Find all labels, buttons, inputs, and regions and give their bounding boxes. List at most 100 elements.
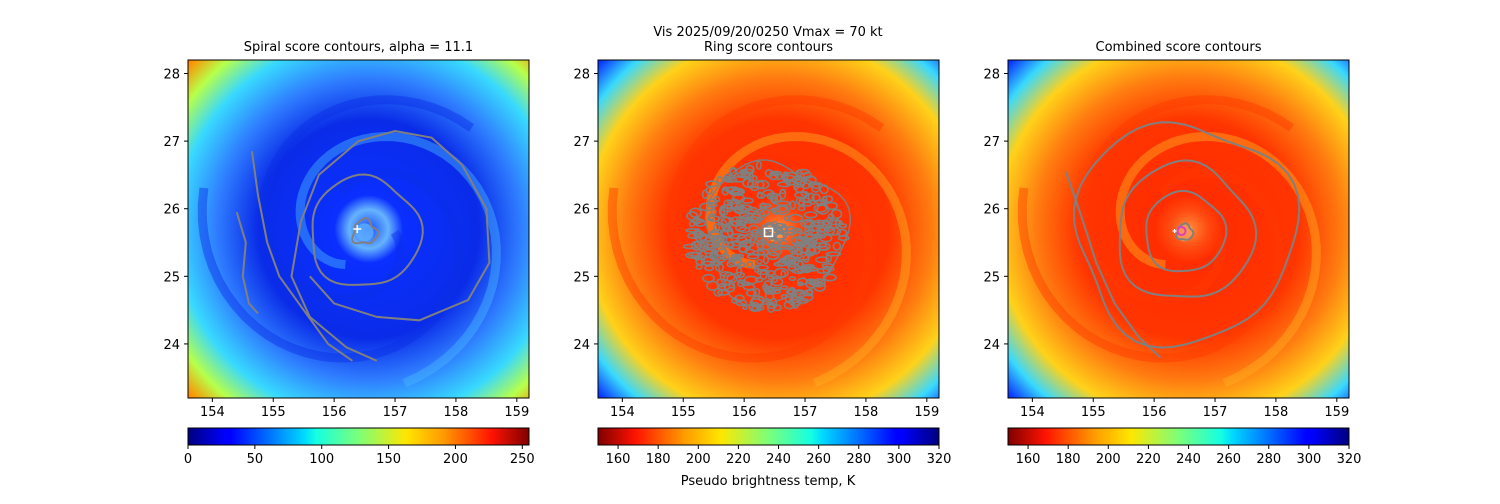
y-tick-label: 28 [983,68,1000,83]
contour-blob [759,269,768,280]
contour-blob [716,175,723,185]
contour-blob [786,288,795,296]
colorbar-tick-label: 320 [927,452,952,467]
contour-blob [734,206,748,214]
x-tick-label: 155 [1081,405,1106,420]
axes-frame [1007,59,1350,399]
contour-blob [748,224,760,234]
contour-blob [779,239,789,248]
contour-blob [740,197,754,204]
y-tick-label: 24 [983,338,1000,353]
contour-blob [822,273,837,282]
contour-blob [772,304,782,312]
y-tick-label: 27 [573,135,590,150]
contour-blob [779,189,787,200]
colorbar [1007,427,1350,446]
contour-blob [705,180,719,188]
x-tick-label: 154 [200,405,225,420]
contour-blob [825,254,832,263]
contour-blob [799,197,811,203]
colorbar-tick-label: 150 [376,452,401,467]
contour-blob [749,213,763,224]
contour-blob [744,239,752,250]
panel-combined: Combined score contours 154 155 156 157 158 15… [983,40,1361,467]
contour-blob [746,253,760,260]
contour-blob [764,169,774,178]
contour-blob [719,270,732,277]
contour-outer [1072,121,1301,349]
contour-blob [794,183,805,194]
contour-blob [804,267,820,272]
contour-blob [776,181,792,188]
contour-blob [727,240,742,250]
contour-blob [776,259,791,267]
contour-blob [713,195,721,203]
panel-spiral: Spiral score contours, alpha = 11.1 154 15… [163,40,534,467]
contour-blob [698,242,710,248]
contour-blob [755,232,763,242]
contour-blob [736,171,751,178]
colorbar-tick-label: 50 [247,452,264,467]
contour-blob [807,226,814,232]
contour-blob [782,174,795,181]
contour-blob [688,207,702,218]
colorbar-tick-label: 260 [1216,452,1241,467]
x-tick-label: 156 [1142,405,1167,420]
contour-band-arc [250,151,353,362]
colorbar-tick-label: 160 [606,452,631,467]
contour-blob [751,305,762,312]
colorbar-tick-label: 240 [766,452,791,467]
contour-blob [718,205,726,217]
contour-blob [704,265,714,272]
cloud-band [1017,168,1284,363]
center-marker-plus [1172,229,1177,234]
y-tick-label: 27 [983,135,1000,150]
contour-blob [731,297,739,304]
contour-blob [728,167,738,177]
contour-blob [800,191,810,197]
contour-blob [761,234,776,246]
colorbar [597,427,940,446]
cloud-band [1115,131,1321,388]
y-tick-label: 26 [163,203,180,218]
contour-blob [737,220,747,227]
contour-blob [798,292,814,302]
colorbar-tick-label: 300 [886,452,911,467]
contour-blob [822,195,834,203]
colorbar-tick-label: 0 [184,452,192,467]
contour-outer-spiral [290,129,491,362]
contour-blob [762,189,775,197]
contour-blob [790,256,798,263]
x-tick-label: 157 [793,405,818,420]
contour-blob [812,278,826,288]
contour-blob [816,245,829,251]
x-tick-label: 158 [444,405,469,420]
contour-blob [811,219,826,227]
contour-blob [722,253,730,261]
contour-blob [734,253,745,259]
contour-blob [715,257,726,263]
contour-blob [728,257,743,267]
contour-blob [682,243,698,250]
contour-blob [825,216,834,225]
contour-blob [695,263,703,270]
x-tick-label: 159 [1324,405,1349,420]
contour-blob [722,271,736,282]
cloud-band [258,95,475,304]
contour-blob [765,286,781,292]
panel-title: Combined score contours [1096,40,1262,55]
contour-blob [726,260,736,268]
contour-blob [762,223,776,231]
contour-blob [754,179,770,190]
contour-band-arc [235,211,259,315]
colorbar-tick-label: 300 [1296,452,1321,467]
contour-blob [777,244,792,250]
x-tick-label: 156 [732,405,757,420]
contour-blob [717,282,731,291]
contour-blob [774,204,790,216]
contour-blob [687,251,700,257]
contour-band-arc [1064,171,1161,359]
x-tick-label: 158 [854,405,879,420]
contour-blob [779,285,789,291]
